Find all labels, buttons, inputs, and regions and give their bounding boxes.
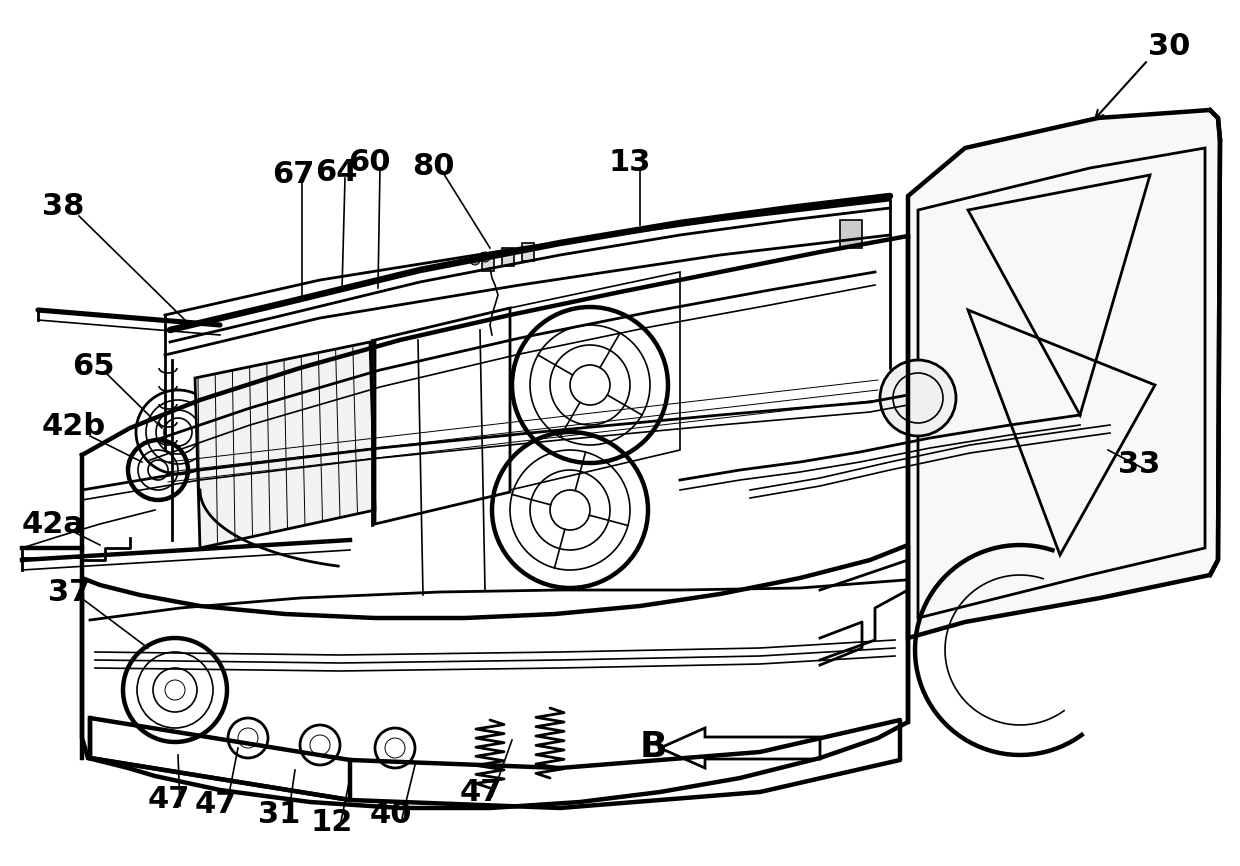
Text: 47: 47 [460, 778, 502, 807]
Circle shape [228, 718, 268, 758]
Text: 30: 30 [1148, 32, 1190, 61]
Text: 12: 12 [310, 808, 352, 837]
Polygon shape [908, 110, 1220, 638]
Text: 37: 37 [48, 578, 91, 607]
Bar [502, 248, 515, 266]
Text: 80: 80 [412, 152, 455, 181]
Circle shape [480, 252, 490, 262]
Circle shape [374, 728, 415, 768]
Text: 33: 33 [1118, 450, 1161, 479]
Text: 65: 65 [72, 352, 114, 381]
Bar [522, 243, 534, 261]
Text: 42a: 42a [22, 510, 84, 539]
Bar [839, 220, 862, 248]
Text: 64: 64 [315, 158, 357, 187]
Text: 42b: 42b [42, 412, 107, 441]
Text: 31: 31 [258, 800, 300, 829]
Bar [482, 253, 494, 271]
Circle shape [300, 725, 340, 765]
Text: 38: 38 [42, 192, 84, 221]
Circle shape [880, 360, 956, 436]
Circle shape [551, 490, 590, 530]
Text: 47: 47 [148, 785, 191, 814]
Polygon shape [195, 342, 374, 548]
FancyArrow shape [660, 728, 820, 768]
Text: 67: 67 [272, 160, 315, 189]
Text: 40: 40 [370, 800, 413, 829]
Text: 13: 13 [608, 148, 650, 177]
Text: 60: 60 [348, 148, 391, 177]
Text: 47: 47 [195, 790, 237, 819]
Circle shape [570, 365, 610, 405]
Text: B: B [640, 730, 667, 764]
Circle shape [470, 255, 480, 265]
